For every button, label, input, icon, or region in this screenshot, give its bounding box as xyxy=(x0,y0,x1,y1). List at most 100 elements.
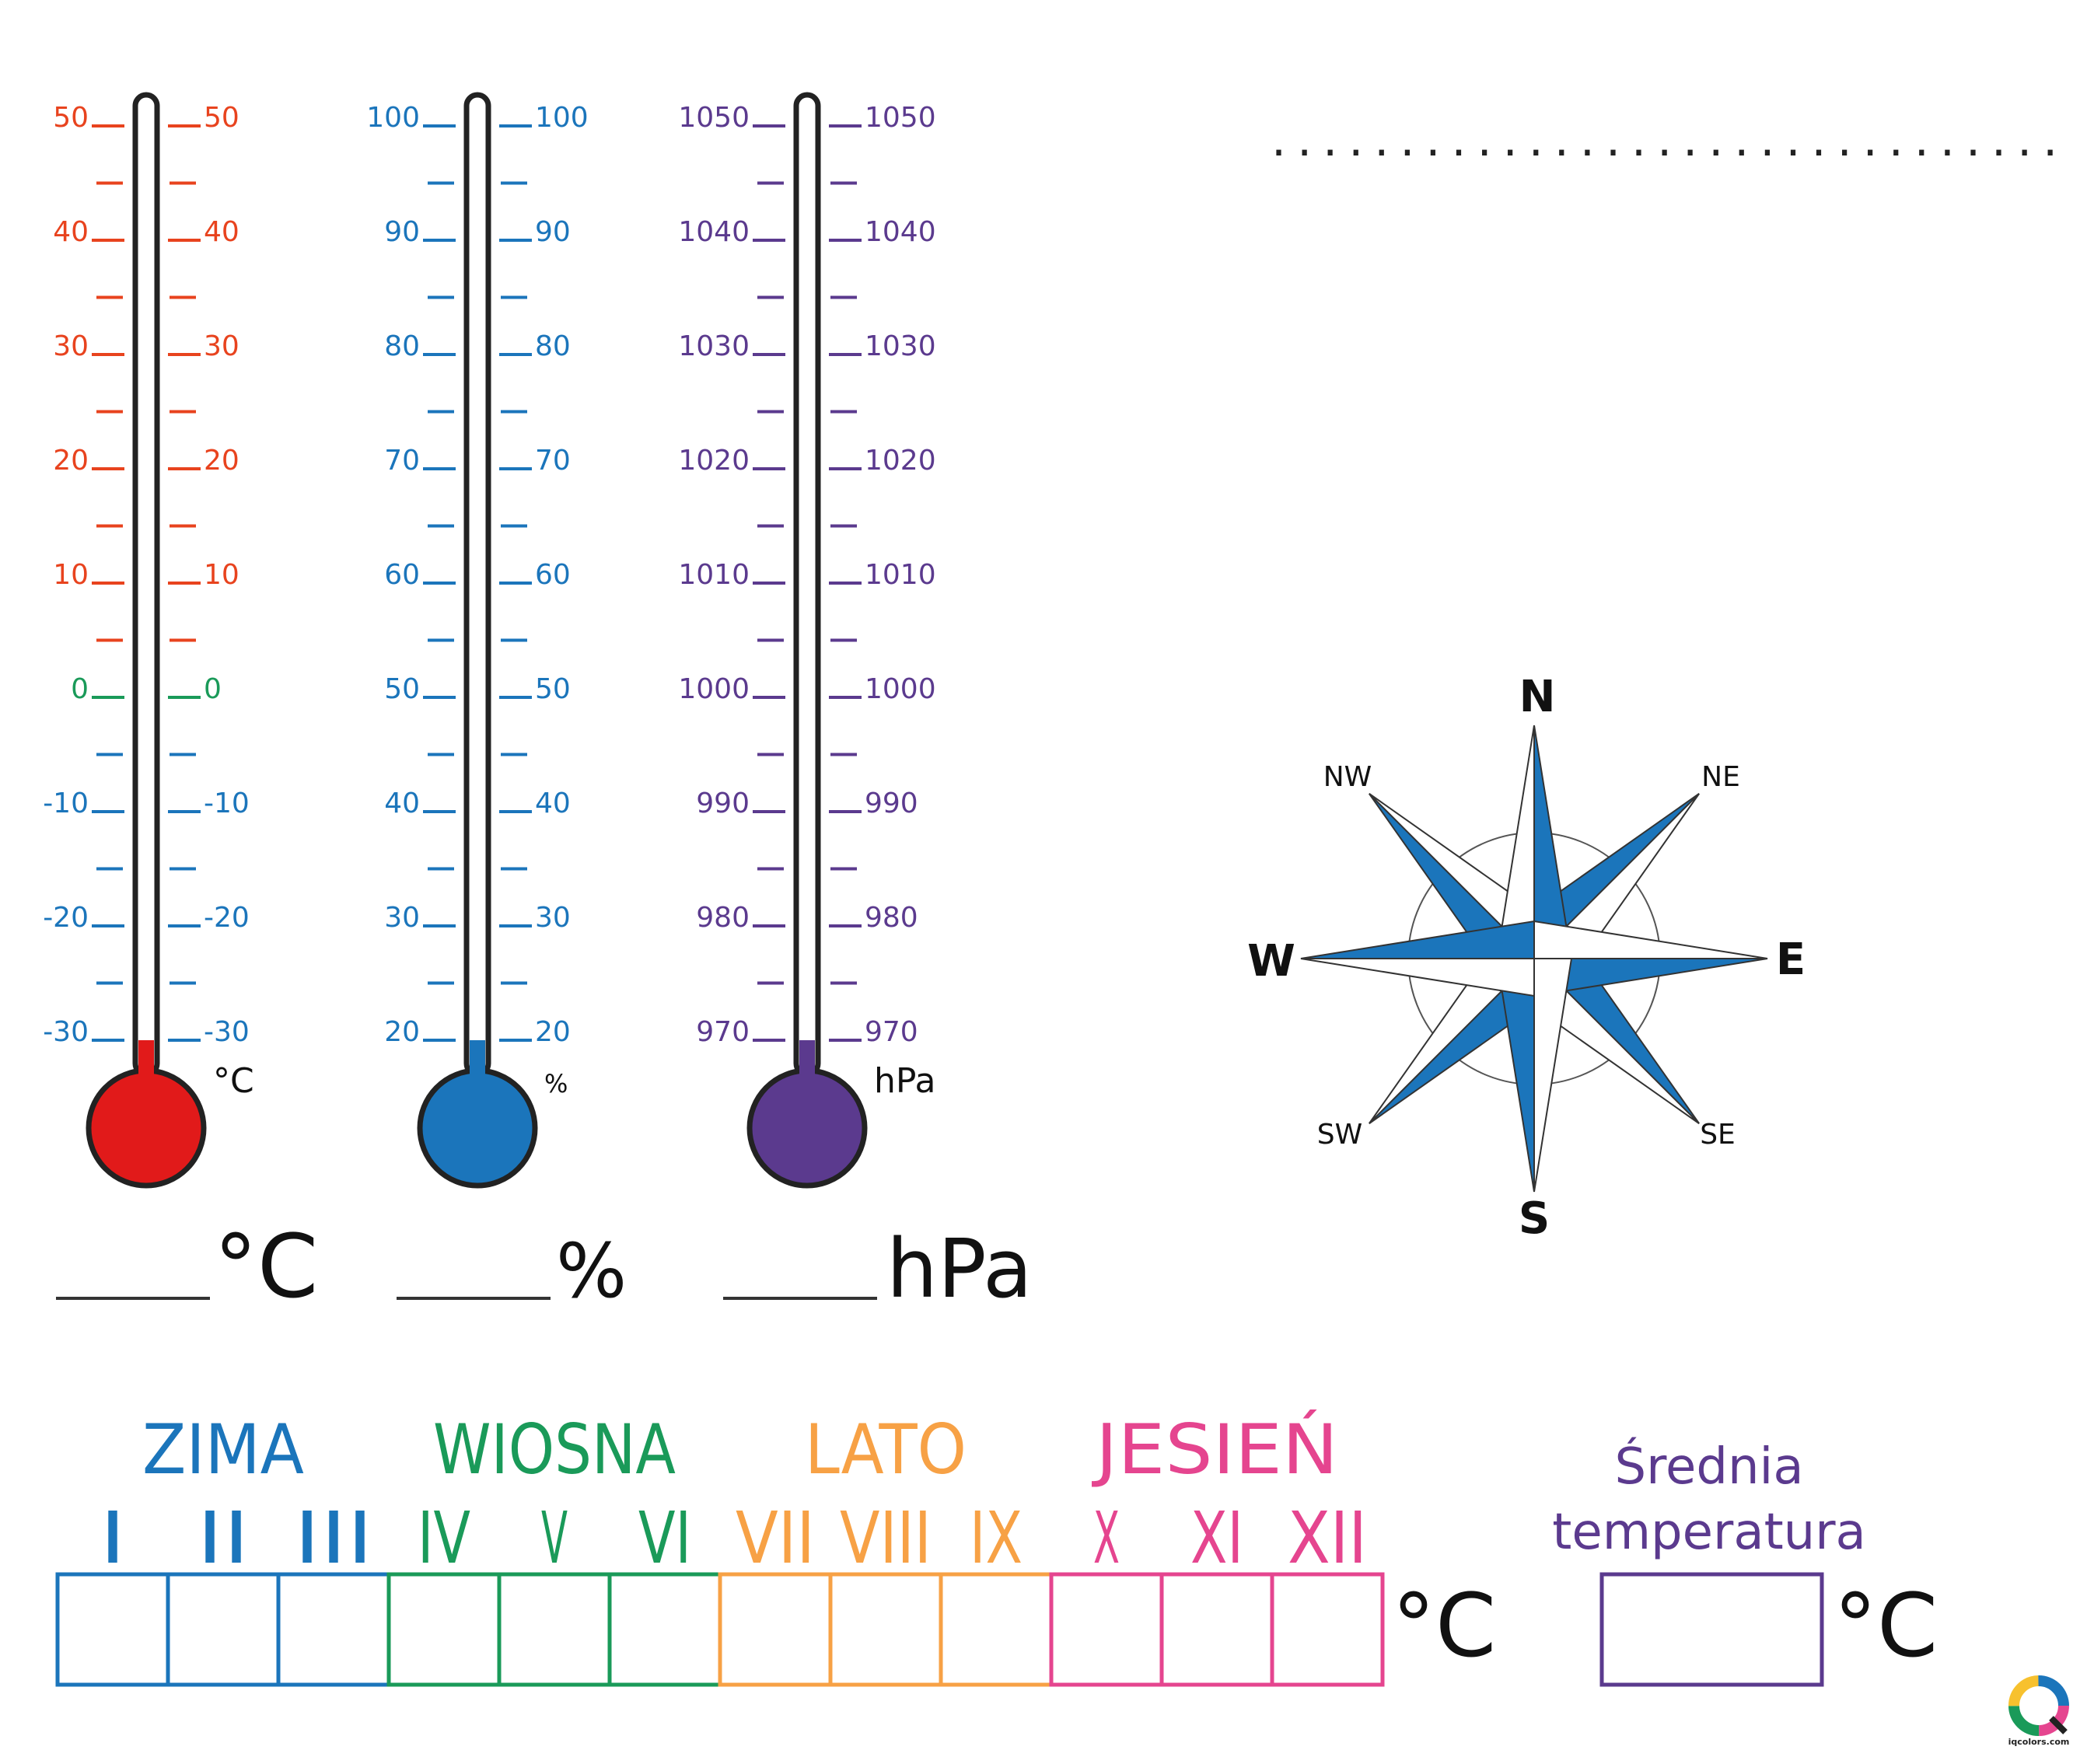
scale-label-right: 60 xyxy=(535,559,571,591)
watermark-logo: iqcolors.com xyxy=(2008,1675,2070,1747)
scale-label-right: 20 xyxy=(204,445,239,477)
scale-label-right: -20 xyxy=(204,902,250,934)
month-input-box[interactable] xyxy=(1049,1572,1164,1687)
scale-label-left: 50 xyxy=(384,673,420,705)
month-input-box[interactable] xyxy=(386,1572,502,1687)
average-temperature: Średnia temperatura °C xyxy=(1552,1437,1938,1687)
month-label: II xyxy=(197,1497,250,1580)
season-name: JESIEŃ xyxy=(1092,1409,1338,1490)
scale-label-left: 90 xyxy=(384,216,420,248)
scale-label-left: 20 xyxy=(53,445,89,477)
scale-label-left: 1010 xyxy=(678,559,750,591)
scale-label-right: 30 xyxy=(535,902,571,934)
scale-label-right: 100 xyxy=(535,102,589,134)
scale-label-right: 1020 xyxy=(865,445,936,477)
compass-label-se: SE xyxy=(1700,1119,1736,1151)
month-input-box[interactable] xyxy=(607,1572,722,1687)
scale-label-right: 970 xyxy=(865,1016,918,1048)
average-unit: °C xyxy=(1834,1576,1938,1677)
answer-unit-pressure: hPa xyxy=(886,1221,1033,1316)
month-label: IX xyxy=(970,1497,1023,1580)
compass-rose: N S E W NE NW SE SW xyxy=(1247,672,1806,1244)
scale-label-left: 80 xyxy=(384,330,420,362)
compass-label-w: W xyxy=(1247,936,1295,987)
scale-label-left: -10 xyxy=(43,788,89,819)
answer-blanks: °C % hPa xyxy=(56,1217,1033,1318)
season-name: WIOSNA xyxy=(433,1409,676,1490)
month-label: VII xyxy=(736,1497,815,1580)
scale-label-right: -30 xyxy=(204,1016,250,1048)
month-input-box[interactable] xyxy=(276,1572,391,1687)
month-input-box[interactable] xyxy=(828,1572,943,1687)
months-unit: °C xyxy=(1392,1576,1496,1677)
scale-label-right: 1050 xyxy=(865,102,936,134)
month-label: III xyxy=(294,1497,373,1580)
season-name: ZIMA xyxy=(142,1409,304,1490)
compass-label-nw: NW xyxy=(1323,761,1372,793)
scale-label-right: 90 xyxy=(535,216,571,248)
scale-label-left: 50 xyxy=(53,102,89,134)
month-input-box[interactable] xyxy=(718,1572,833,1687)
scale-label-left: 20 xyxy=(384,1016,420,1048)
thermometer-tube xyxy=(132,92,160,1078)
scale-label-right: 990 xyxy=(865,788,918,819)
scale-label-left: -20 xyxy=(43,902,89,934)
thermometer-unit-label: °C xyxy=(213,1061,254,1101)
month-label: XI xyxy=(1190,1497,1243,1580)
scale-label-left: 1040 xyxy=(678,216,750,248)
average-title-line2: temperatura xyxy=(1552,1504,1866,1561)
month-input-box[interactable] xyxy=(939,1572,1054,1687)
scale-label-left: 40 xyxy=(384,788,420,819)
scale-label-left: 990 xyxy=(696,788,750,819)
season-name: LATO xyxy=(805,1409,967,1490)
compass-point xyxy=(1533,920,1768,959)
scale-label-right: 30 xyxy=(204,330,239,362)
month-label: V xyxy=(541,1497,568,1580)
thermometer-unit-label: % xyxy=(544,1069,568,1099)
scale-label-right: 1000 xyxy=(865,673,936,705)
scale-label-right: 1030 xyxy=(865,330,936,362)
scale-label-left: 1000 xyxy=(678,673,750,705)
compass-label-n: N xyxy=(1519,672,1556,722)
scale-label-right: 50 xyxy=(204,102,239,134)
month-input-box[interactable] xyxy=(1270,1572,1385,1687)
month-input-box[interactable] xyxy=(1159,1572,1274,1687)
scale-label-left: 10 xyxy=(53,559,89,591)
thermometer-unit-label: hPa xyxy=(874,1061,935,1101)
scale-label-left: 970 xyxy=(696,1016,750,1048)
scale-label-left: 100 xyxy=(366,102,420,134)
scale-label-right: 20 xyxy=(535,1016,571,1048)
watermark-text: iqcolors.com xyxy=(2008,1737,2070,1747)
average-title-line1: Średnia xyxy=(1614,1437,1803,1496)
month-input-box[interactable] xyxy=(166,1572,281,1687)
scale-label-right: 70 xyxy=(535,445,571,477)
thermometer-tube xyxy=(793,92,821,1078)
compass-label-e: E xyxy=(1776,934,1806,985)
month-input-box[interactable] xyxy=(55,1572,170,1687)
compass-point xyxy=(1300,920,1535,959)
scale-label-left: 30 xyxy=(53,330,89,362)
scale-label-right: 40 xyxy=(204,216,239,248)
scale-label-right: 0 xyxy=(204,673,222,705)
scale-label-left: -30 xyxy=(43,1016,89,1048)
answer-unit-humidity: % xyxy=(556,1228,627,1315)
month-input-box[interactable] xyxy=(497,1572,612,1687)
scale-label-left: 40 xyxy=(53,216,89,248)
thermometer-tube xyxy=(463,92,491,1078)
month-label: IV xyxy=(418,1497,470,1580)
scale-label-right: 50 xyxy=(535,673,571,705)
scale-label-left: 980 xyxy=(696,902,750,934)
average-box[interactable] xyxy=(1599,1572,1824,1687)
dotted-title-line: ............................... xyxy=(1271,113,2068,167)
scale-label-right: 40 xyxy=(535,788,571,819)
thermometer-humidity: 100 100 90 90 80 80 70 70 60 60 50 50 40 40 30 30 20 20% xyxy=(366,92,589,1189)
scale-label-left: 70 xyxy=(384,445,420,477)
scale-label-left: 0 xyxy=(71,673,89,705)
scale-label-left: 60 xyxy=(384,559,420,591)
month-label: XII xyxy=(1288,1497,1367,1580)
